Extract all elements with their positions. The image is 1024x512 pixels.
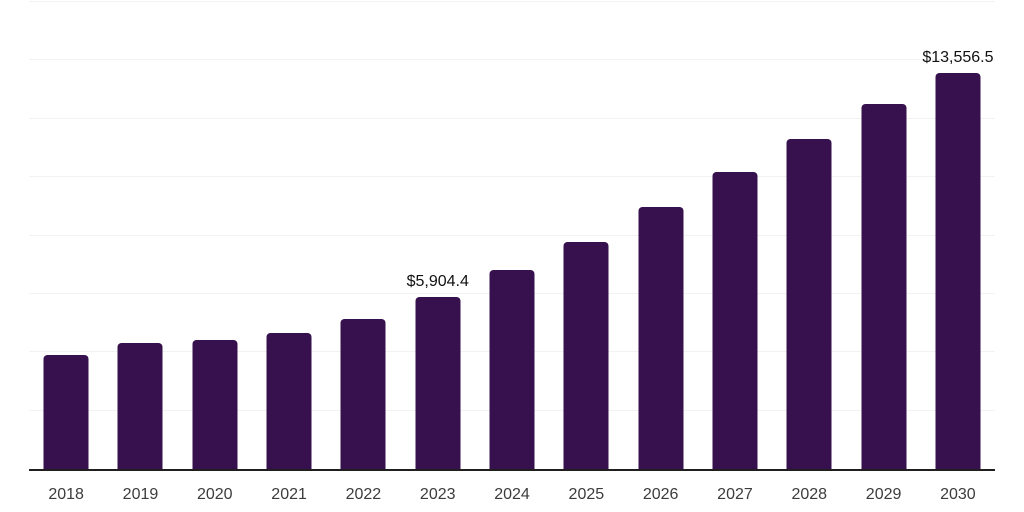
bar-2020	[192, 339, 238, 469]
bar-slot-2023: $5,904.4	[401, 2, 475, 469]
bar-2018	[43, 354, 89, 469]
bar-value-label-2023: $5,904.4	[406, 272, 469, 290]
x-tick-label-2023: 2023	[419, 486, 456, 503]
x-tick-label-2020: 2020	[196, 486, 233, 503]
bar-2022	[340, 318, 386, 469]
x-tick-label-2022: 2022	[345, 486, 382, 503]
bar-slot-2029	[846, 2, 920, 469]
bars-container: $5,904.4 $13,556.5	[29, 2, 995, 469]
bar-2026	[638, 206, 684, 469]
gridline-10000	[29, 176, 995, 178]
bar-2023: $5,904.4	[407, 273, 469, 469]
gridline-16000	[29, 1, 995, 2]
x-tick-label-2026: 2026	[642, 486, 679, 503]
x-tick-label-2030: 2030	[940, 486, 976, 503]
bar-slot-2026	[624, 2, 698, 469]
bar-slot-2019	[103, 2, 177, 469]
bar-2019	[117, 342, 163, 469]
bar-2025	[563, 241, 609, 469]
x-tick-label-2018: 2018	[48, 486, 84, 503]
x-axis-labels: 2018 2019 2020 2021 2022 2023 2024 2025 2026 2027…	[29, 485, 995, 504]
x-tick-label-2025: 2025	[568, 486, 605, 503]
gridline-8000	[29, 234, 995, 236]
gridline-12000	[29, 117, 995, 119]
x-tick-label-2024: 2024	[494, 486, 530, 503]
bar-slot-2027	[698, 2, 772, 469]
x-tick-label-2027: 2027	[717, 486, 753, 503]
bar-slot-2030: $13,556.5	[921, 2, 995, 469]
bar-slot-2028	[772, 2, 846, 469]
x-tick-label-2019: 2019	[122, 486, 159, 503]
bar-slot-2025	[549, 2, 623, 469]
bar-value-label-2030: $13,556.5	[922, 49, 994, 67]
bar-slot-2021	[252, 2, 326, 469]
bar-2028	[786, 138, 832, 469]
gridline-14000	[29, 59, 995, 61]
bar-slot-2022	[326, 2, 400, 469]
bar-slot-2024	[475, 2, 549, 469]
x-tick-label-2029: 2029	[865, 486, 902, 503]
bar-2029	[861, 104, 907, 469]
bar-slot-2020	[178, 2, 252, 469]
x-tick-label-2028: 2028	[791, 486, 828, 503]
bar-2027	[712, 172, 758, 469]
bar-2024	[489, 269, 535, 469]
bar-slot-2018	[29, 2, 103, 469]
x-tick-label-2021: 2021	[271, 486, 307, 503]
plot-area: $5,904.4 $13,556.5	[29, 1, 995, 471]
bar-2021	[266, 332, 312, 469]
bar-2030: $13,556.5	[922, 50, 994, 469]
